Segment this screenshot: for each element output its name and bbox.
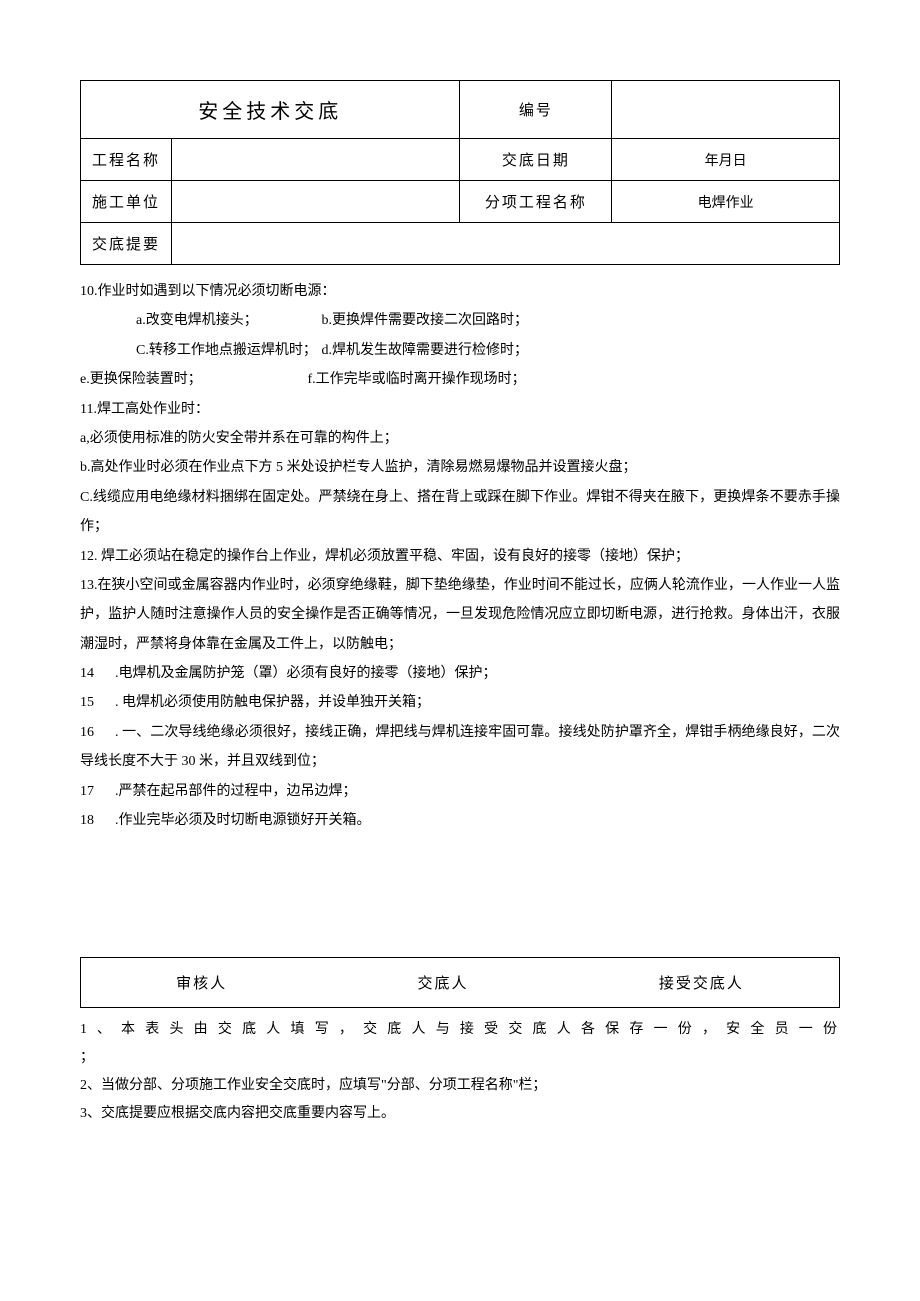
note-line: 1 、 本 表 头 由 交 底 人 填 写 ， 交 底 人 与 接 受 交 底 … xyxy=(80,1016,840,1072)
signature-reviewer: 审核人 xyxy=(176,972,227,993)
content-span: C.转移工作地点搬运焊机时； xyxy=(108,336,318,365)
content-line: e.更换保险装置时； f.工作完毕或临时离开操作现场时； xyxy=(80,365,840,394)
label-project-name: 工程名称 xyxy=(81,139,172,181)
content-num: 15 xyxy=(80,688,115,717)
content-span: b.更换焊件需要改接二次回路时； xyxy=(322,313,529,328)
content-line: C.线缆应用电绝缘材料捆绑在固定处。严禁绕在身上、搭在背上或踩在脚下作业。焊钳不… xyxy=(80,483,840,542)
summary-value xyxy=(172,223,840,265)
label-date: 交底日期 xyxy=(460,139,612,181)
note-line: 2、当做分部、分项施工作业安全交底时，应填写"分部、分项工程名称"栏； xyxy=(80,1072,840,1100)
project-row: 工程名称 交底日期 年月日 xyxy=(81,139,840,181)
content-line: 18.作业完毕必须及时切断电源锁好开关箱。 xyxy=(80,806,840,835)
note-line: 3、交底提要应根据交底内容把交底重要内容写上。 xyxy=(80,1100,840,1128)
signature-receiver: 接受交底人 xyxy=(659,972,744,993)
summary-row: 交底提要 xyxy=(81,223,840,265)
content-line: 15. 电焊机必须使用防触电保护器，并设单独开关箱； xyxy=(80,688,840,717)
header-table: 安全技术交底 编号 工程名称 交底日期 年月日 施工单位 分项工程名称 电焊作业… xyxy=(80,80,840,265)
label-subproject: 分项工程名称 xyxy=(460,181,612,223)
date-value: 年月日 xyxy=(612,139,840,181)
content-line: 17.严禁在起吊部件的过程中，边吊边焊； xyxy=(80,777,840,806)
unit-row: 施工单位 分项工程名称 电焊作业 xyxy=(81,181,840,223)
content-num: 16 xyxy=(80,718,115,747)
content-line: 14.电焊机及金属防护笼（罩）必须有良好的接零（接地）保护； xyxy=(80,659,840,688)
content-span: d.焊机发生故障需要进行检修时； xyxy=(322,343,529,358)
title-row: 安全技术交底 编号 xyxy=(81,81,840,139)
unit-value xyxy=(172,181,460,223)
label-number: 编号 xyxy=(460,81,612,139)
content-num: 14 xyxy=(80,659,115,688)
content-line: a,必须使用标准的防火安全带并系在可靠的构件上； xyxy=(80,424,840,453)
content-line: 13.在狭小空间或金属容器内作业时，必须穿绝缘鞋，脚下垫绝缘垫，作业时间不能过长… xyxy=(80,571,840,659)
content-line: C.转移工作地点搬运焊机时； d.焊机发生故障需要进行检修时； xyxy=(80,336,840,365)
content-line: 16. 一、二次导线绝缘必须很好，接线正确，焊把线与焊机连接牢固可靠。接线处防护… xyxy=(80,718,840,777)
label-unit: 施工单位 xyxy=(81,181,172,223)
content-text: .严禁在起吊部件的过程中，边吊边焊； xyxy=(115,784,357,799)
content-span: e.更换保险装置时； xyxy=(80,365,304,394)
content-text: . 一、二次导线绝缘必须很好，接线正确，焊把线与焊机连接牢固可靠。接线处防护罩齐… xyxy=(80,725,840,769)
content-text: .作业完毕必须及时切断电源锁好开关箱。 xyxy=(115,813,371,828)
content-text: . 电焊机必须使用防触电保护器，并设单独开关箱； xyxy=(115,695,430,710)
number-value xyxy=(612,81,840,139)
content-num: 17 xyxy=(80,777,115,806)
footer-notes: 1 、 本 表 头 由 交 底 人 填 写 ， 交 底 人 与 接 受 交 底 … xyxy=(80,1016,840,1128)
content-body: 10.作业时如遇到以下情况必须切断电源： a.改变电焊机接头； b.更换焊件需要… xyxy=(80,265,840,957)
content-wrapper: 10.作业时如遇到以下情况必须切断电源： a.改变电焊机接头； b.更换焊件需要… xyxy=(80,277,840,957)
content-span: f.工作完毕或临时离开操作现场时； xyxy=(308,372,526,387)
signature-row: 审核人 交底人 接受交底人 xyxy=(80,957,840,1008)
signature-presenter: 交底人 xyxy=(417,972,468,993)
content-line: 10.作业时如遇到以下情况必须切断电源： xyxy=(80,277,840,306)
content-text: .电焊机及金属防护笼（罩）必须有良好的接零（接地）保护； xyxy=(115,666,497,681)
content-line: 12. 焊工必须站在稳定的操作台上作业，焊机必须放置平稳、牢固，设有良好的接零（… xyxy=(80,542,840,571)
content-num: 18 xyxy=(80,806,115,835)
subproject-value: 电焊作业 xyxy=(612,181,840,223)
doc-title: 安全技术交底 xyxy=(81,81,460,139)
project-name-value xyxy=(172,139,460,181)
content-line: a.改变电焊机接头； b.更换焊件需要改接二次回路时； xyxy=(80,306,840,335)
label-summary: 交底提要 xyxy=(81,223,172,265)
content-line: 11.焊工高处作业时： xyxy=(80,395,840,424)
content-line: b.高处作业时必须在作业点下方 5 米处设护栏专人监护，清除易燃易爆物品并设置接… xyxy=(80,453,840,482)
content-span: a.改变电焊机接头； xyxy=(108,306,318,335)
